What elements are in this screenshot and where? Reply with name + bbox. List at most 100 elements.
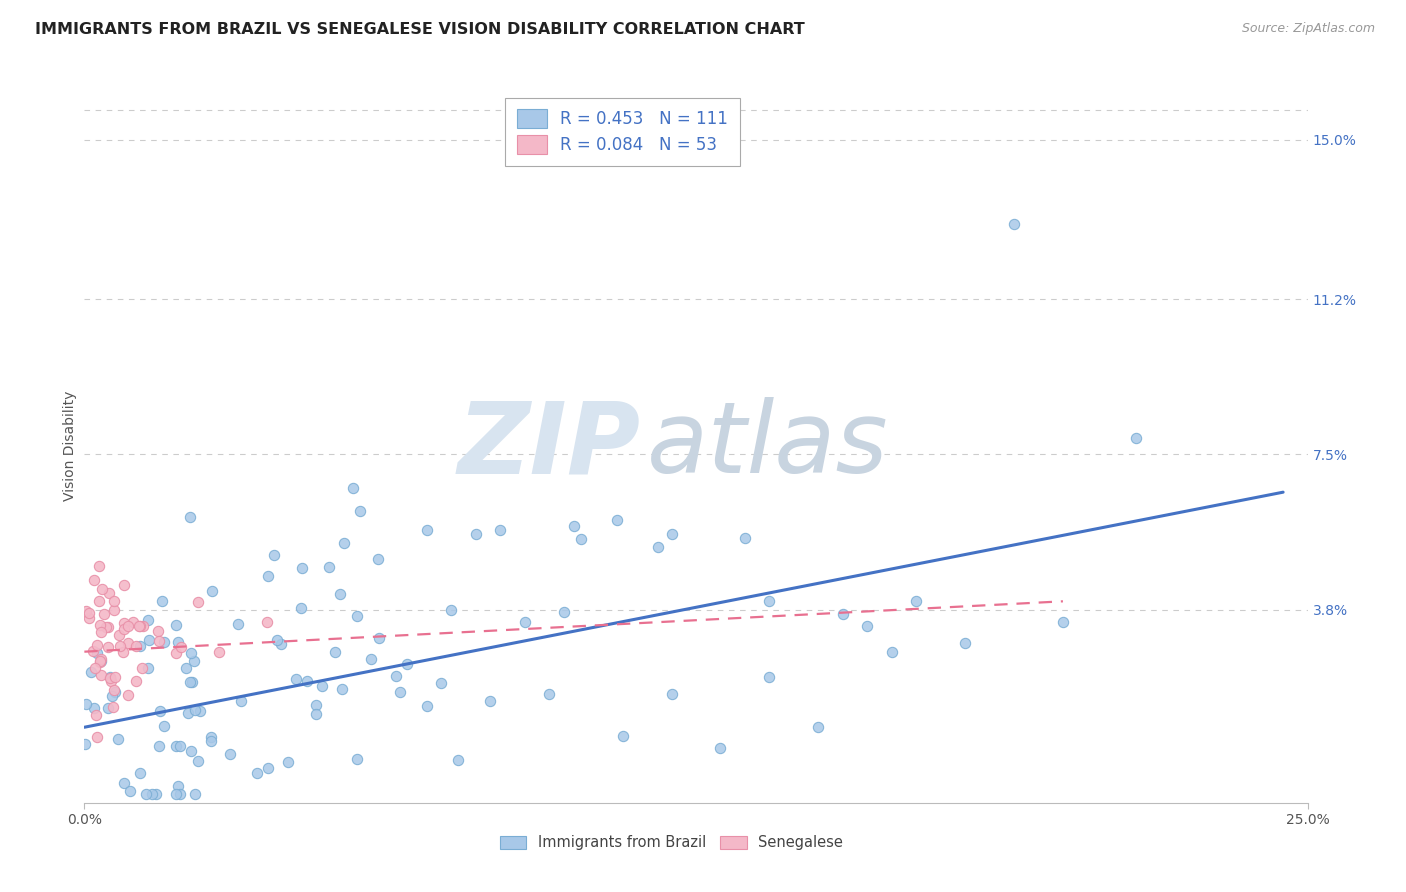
Point (256, 761, 278, 775)
Point (360, 652, 382, 666)
Point (538, 687, 561, 701)
Point (329, 587, 352, 601)
Point (86, 646, 108, 660)
Point (83, 574, 105, 588)
Point (318, 560, 340, 574)
Point (165, 618, 187, 632)
Text: Source: ZipAtlas.com: Source: ZipAtlas.com (1241, 22, 1375, 36)
Point (146, 624, 169, 638)
Point (388, 685, 411, 699)
Point (256, 615, 278, 630)
Point (200, 734, 222, 748)
Point (103, 682, 125, 697)
Point (226, 617, 249, 632)
Point (263, 548, 285, 562)
Point (208, 645, 231, 659)
Point (368, 631, 391, 645)
Point (440, 603, 463, 617)
Point (305, 698, 328, 712)
Text: IMMIGRANTS FROM BRAZIL VS SENEGALESE VISION DISABILITY CORRELATION CHART: IMMIGRANTS FROM BRAZIL VS SENEGALESE VIS… (35, 22, 804, 37)
Point (128, 619, 150, 633)
Point (145, 788, 167, 802)
Point (104, 670, 127, 684)
Point (447, 753, 470, 767)
Point (1002, 217, 1025, 231)
Point (84, 661, 107, 675)
Point (87, 594, 110, 608)
Point (165, 788, 187, 802)
Point (108, 639, 131, 653)
Point (80, 665, 103, 680)
Point (219, 747, 242, 762)
Point (953, 636, 976, 650)
Point (257, 569, 280, 583)
Legend: Immigrants from Brazil, Senegalese: Immigrants from Brazil, Senegalese (494, 830, 849, 856)
Point (128, 639, 150, 653)
Point (416, 523, 439, 537)
Point (97, 586, 120, 600)
Point (136, 661, 159, 675)
Point (89, 654, 111, 668)
Point (277, 755, 299, 769)
Point (77, 611, 100, 625)
Point (84, 707, 107, 722)
Point (416, 699, 439, 714)
Point (880, 645, 903, 659)
Point (332, 535, 354, 549)
Point (246, 766, 269, 780)
Point (200, 731, 222, 745)
Point (141, 788, 163, 802)
Point (513, 615, 536, 630)
Point (89, 655, 111, 669)
Point (98, 670, 121, 684)
Point (330, 681, 353, 696)
Point (91, 582, 114, 597)
Point (905, 594, 928, 608)
Point (101, 700, 124, 714)
Point (82, 643, 104, 657)
Point (150, 594, 173, 608)
Point (661, 687, 683, 701)
Point (75, 604, 97, 618)
Point (149, 705, 172, 719)
Point (1052, 615, 1074, 630)
Point (83, 701, 105, 715)
Point (291, 561, 314, 575)
Point (807, 720, 830, 734)
Text: atlas: atlas (647, 398, 889, 494)
Point (342, 481, 364, 495)
Point (124, 674, 146, 689)
Point (606, 512, 628, 526)
Point (188, 704, 211, 718)
Point (166, 635, 188, 649)
Point (97, 640, 120, 655)
Point (131, 661, 153, 675)
Point (183, 654, 205, 668)
Point (612, 729, 634, 743)
Point (103, 594, 125, 608)
Point (112, 776, 135, 790)
Point (100, 689, 122, 703)
Point (112, 615, 135, 630)
Point (266, 632, 288, 647)
Point (661, 527, 683, 541)
Point (90, 668, 112, 682)
Point (138, 632, 160, 647)
Point (758, 670, 780, 684)
Point (569, 532, 592, 546)
Point (349, 504, 371, 518)
Point (135, 788, 157, 802)
Point (758, 594, 780, 608)
Point (152, 718, 174, 732)
Point (187, 595, 209, 609)
Point (647, 540, 669, 554)
Point (104, 685, 127, 699)
Point (180, 647, 202, 661)
Point (73, 737, 96, 751)
Point (553, 606, 575, 620)
Point (323, 644, 346, 658)
Point (112, 622, 135, 636)
Point (231, 694, 253, 708)
Point (176, 706, 198, 720)
Point (385, 669, 408, 683)
